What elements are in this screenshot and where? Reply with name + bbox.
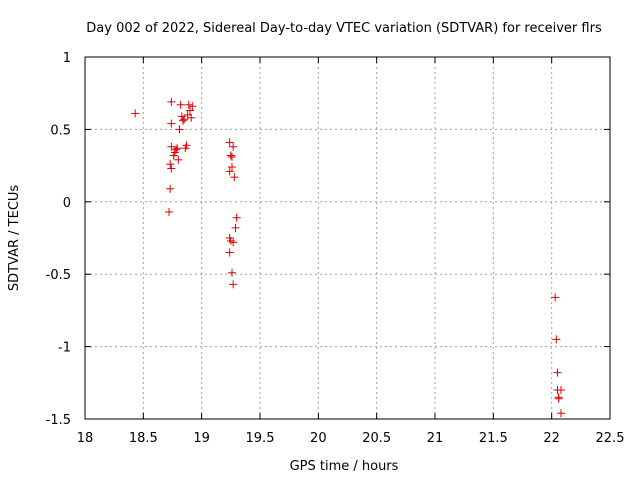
y-tick-label: 1 [63,51,71,66]
data-point [232,213,241,222]
y-tick-label: 0 [63,196,71,211]
y-tick-label: -0.5 [46,268,71,283]
y-axis-label: SDTVAR / TECUs [7,185,22,292]
x-tick-label: 21 [427,431,444,446]
x-axis-label: GPS time / hours [290,459,399,474]
y-tick-label: 0.5 [50,123,71,138]
data-point [557,409,565,418]
data-point [166,184,175,193]
data-point [167,97,176,106]
grid-lines [85,57,610,419]
data-point [231,223,240,232]
data-point [172,145,180,154]
data-point [175,125,184,134]
data-point [173,144,182,153]
x-tick-labels: 18 18.5 19 19.5 20 20.5 21 21.5 22 22.5 [77,431,625,446]
data-point [225,138,234,147]
x-tick-label: 18 [77,431,94,446]
x-tick-label: 18.5 [129,431,158,446]
y-tick-labels: -1.5 -1 -0.5 0 0.5 1 [46,51,71,428]
data-point [229,280,238,289]
data-point [174,155,183,164]
data-point [229,142,238,151]
x-tick-label: 22.5 [596,431,625,446]
axis-ticks [84,56,611,420]
data-point [182,141,191,150]
data-point [225,248,234,257]
data-point [228,268,236,277]
chart-title: Day 002 of 2022, Sidereal Day-to-day VTE… [86,21,602,36]
x-tick-label: 22 [543,431,560,446]
plot-frame [84,56,611,420]
data-point [186,106,194,115]
data-point [131,109,140,118]
data-point [552,335,561,344]
data-point [180,115,189,124]
x-tick-label: 19.5 [246,431,275,446]
data-point [167,142,176,151]
y-tick-label: -1.5 [46,413,71,428]
data-point [184,100,193,109]
data-point [553,368,562,377]
data-point [187,113,196,122]
data-point [188,102,197,111]
x-tick-label: 19 [193,431,210,446]
data-point [228,163,236,172]
data-points [131,97,565,418]
data-point [167,119,176,128]
data-point [228,152,236,161]
data-point [554,393,563,402]
data-point [551,293,560,302]
data-point [229,238,238,247]
data-point [557,386,565,395]
data-point [167,164,176,173]
data-point [230,173,239,182]
data-point [165,207,173,216]
data-point [179,116,187,125]
x-tick-label: 21.5 [479,431,508,446]
y-tick-label: -1 [58,341,71,356]
data-point [166,160,175,169]
data-point [225,167,234,176]
x-tick-label: 20 [310,431,327,446]
data-point [176,100,185,109]
x-tick-label: 20.5 [362,431,391,446]
data-point [226,151,235,160]
